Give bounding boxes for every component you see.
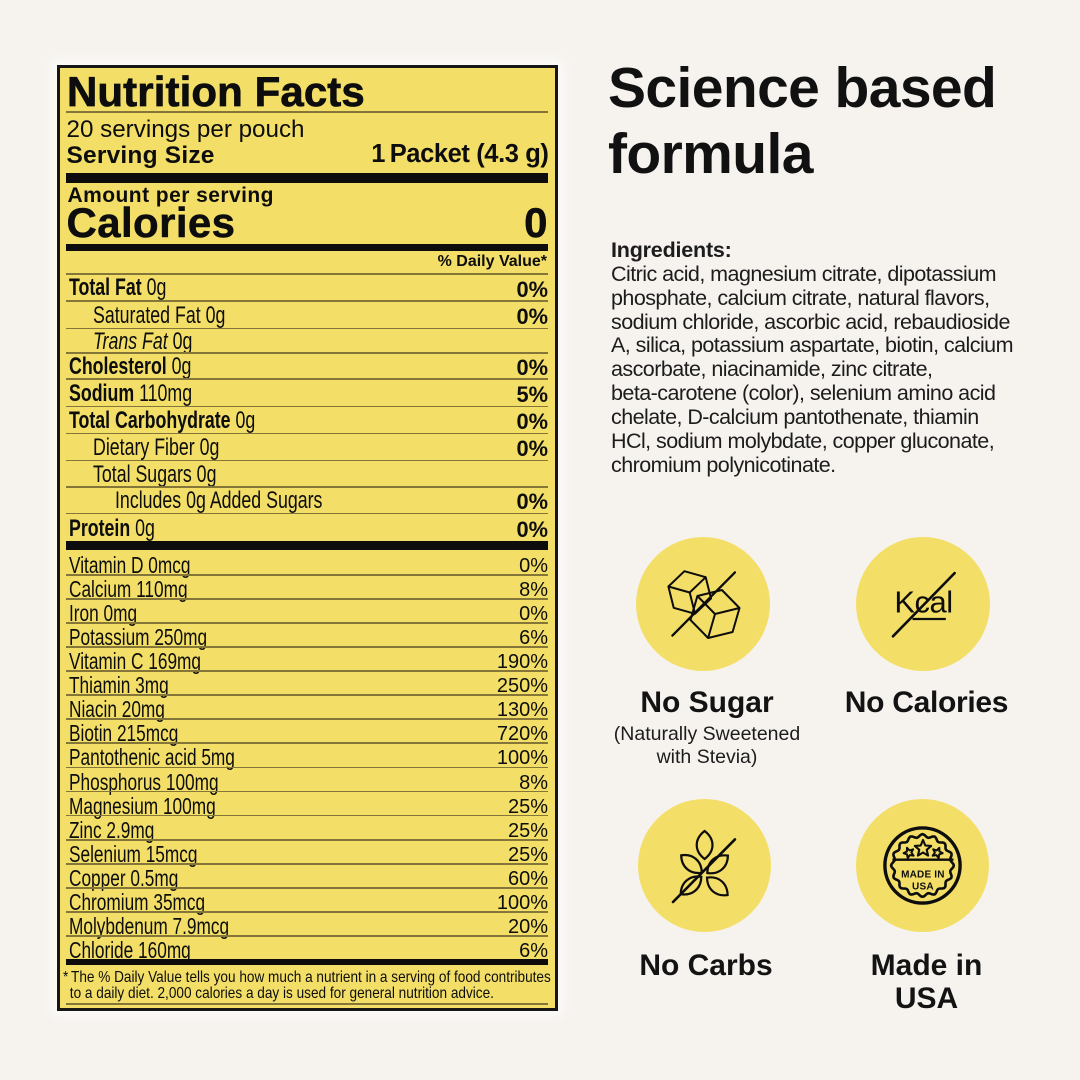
svg-text:USA: USA (912, 882, 934, 893)
svg-text:Kcal: Kcal (894, 585, 952, 620)
svg-text:MADE IN: MADE IN (901, 870, 945, 881)
